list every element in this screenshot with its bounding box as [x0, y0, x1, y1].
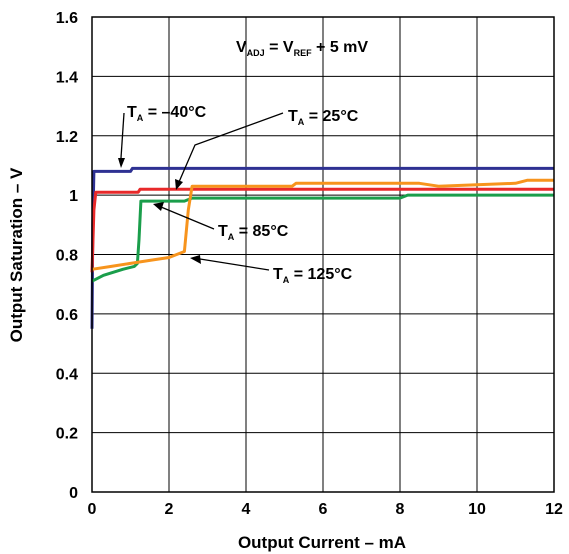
plot-frame	[91, 16, 555, 493]
x-tick-label: 6	[319, 501, 328, 518]
y-tick-label: 1	[69, 188, 78, 205]
condition-annotation: VADJ = VREF + 5 mV	[236, 39, 368, 58]
y-tick-label: 1.2	[56, 129, 78, 146]
grid	[91, 16, 555, 493]
leader-25	[178, 112, 284, 183]
x-axis-title: Output Current – mA	[238, 533, 406, 552]
y-tick-label: 1.6	[56, 10, 78, 27]
series-label-85: TA = 85°C	[218, 223, 289, 242]
series-label-125: TA = 125°C	[273, 266, 353, 285]
leader-minus40	[120, 112, 125, 159]
x-tick-label: 2	[165, 501, 174, 518]
series-line-25	[90, 187, 554, 273]
x-tick-labels: 0 2 4 6 8 10 12	[88, 501, 563, 518]
x-tick-label: 8	[396, 501, 405, 518]
y-axis-title: Output Saturation – V	[7, 167, 26, 342]
leader-85	[160, 206, 215, 230]
series-line-125	[91, 178, 554, 271]
arrowhead-85	[153, 202, 164, 211]
y-tick-label: 1.4	[56, 69, 78, 86]
y-tick-label: 0.8	[56, 248, 78, 265]
x-tick-label: 12	[545, 501, 563, 518]
y-tick-label: 0	[69, 485, 78, 502]
leader-lines	[118, 112, 284, 271]
y-tick-label: 0.4	[56, 366, 78, 383]
leader-125	[199, 258, 270, 271]
x-tick-label: 0	[88, 501, 97, 518]
arrowhead-25	[175, 179, 183, 190]
y-tick-label: 0.6	[56, 307, 78, 324]
arrowhead-125	[190, 255, 201, 264]
x-tick-label: 4	[242, 501, 251, 518]
y-tick-labels: 0 0.2 0.4 0.6 0.8 1 1.2 1.4 1.6	[56, 10, 78, 502]
y-tick-label: 0.2	[56, 426, 78, 443]
x-tick-label: 10	[468, 501, 486, 518]
arrowhead-minus40	[118, 158, 125, 168]
series-label-25: TA = 25°C	[288, 108, 359, 127]
series-line-85	[91, 193, 554, 283]
series-label-minus40: TA = –40°C	[127, 104, 207, 123]
